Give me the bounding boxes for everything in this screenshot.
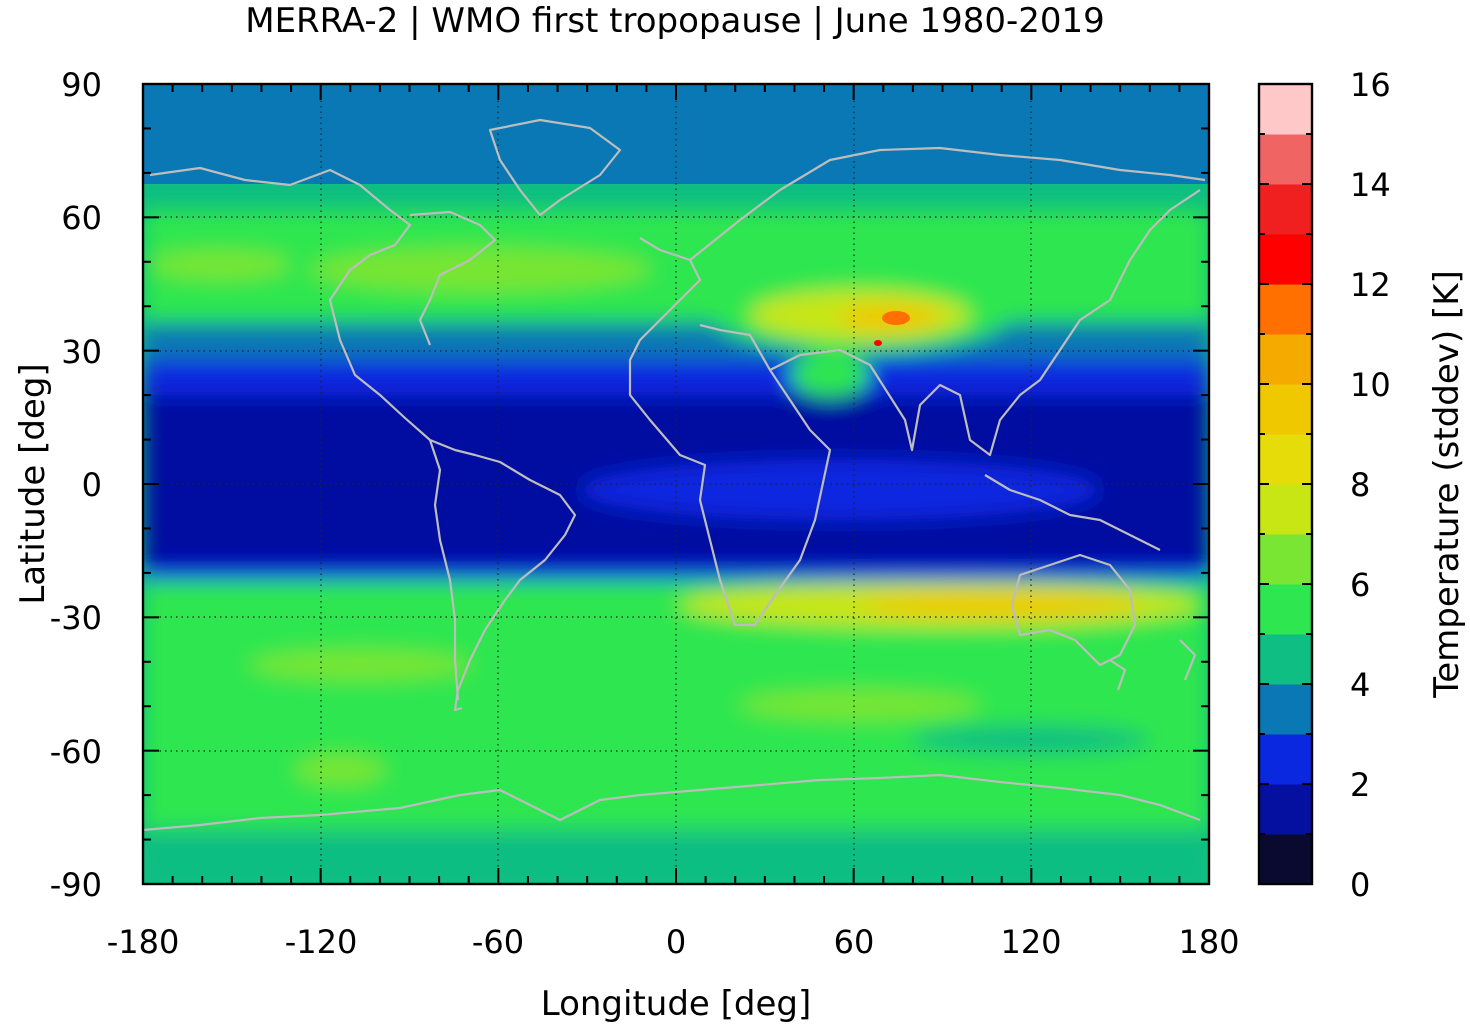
colorbar-segment (1259, 734, 1312, 785)
colorbar-tick-label: 10 (1350, 366, 1391, 404)
y-tick-label: 90 (61, 66, 102, 104)
y-axis-label: Latitude [deg] (13, 363, 53, 604)
colorbar-tick-label: 12 (1350, 266, 1391, 304)
colorbar (1259, 83, 1312, 885)
colorbar-segment (1259, 534, 1312, 585)
colorbar-tick-label: 8 (1350, 466, 1370, 504)
x-tick-label: -180 (107, 923, 180, 961)
colorbar-segment (1259, 634, 1312, 685)
chart-title: MERRA-2 | WMO first tropopause | June 19… (245, 1, 1105, 41)
y-tick-label: 30 (61, 333, 102, 371)
y-tick-label: 60 (61, 199, 102, 237)
colorbar-segment (1259, 434, 1312, 485)
colorbar-tick-labels: 16 14 12 10 8 6 4 2 0 (1350, 66, 1391, 904)
colorbar-segment (1259, 184, 1312, 235)
colorbar-segment (1259, 384, 1312, 435)
y-tick-label: 0 (82, 466, 102, 504)
colorbar-tick-label: 14 (1350, 166, 1391, 204)
colorbar-segment (1259, 334, 1312, 385)
colorbar-tick-label: 4 (1350, 666, 1370, 704)
colorbar-frame (1257, 82, 1314, 886)
tick-marks (142, 83, 1210, 885)
colorbar-segment (1259, 784, 1312, 835)
x-tick-label: 120 (1000, 923, 1061, 961)
colorbar-segment (1259, 584, 1312, 635)
x-axis-label: Longitude [deg] (541, 984, 812, 1024)
colorbar-segment (1259, 234, 1312, 285)
colorbar-tick-label: 2 (1350, 766, 1370, 804)
colorbar-tick-label: 6 (1350, 566, 1370, 604)
x-tick-label: 180 (1178, 923, 1239, 961)
y-tick-label: -90 (50, 866, 102, 904)
colorbar-segment (1259, 834, 1312, 885)
y-tick-labels: 90 60 30 0 -30 -60 -90 (50, 66, 102, 904)
colorbar-segment (1259, 284, 1312, 335)
x-tick-label: -120 (285, 923, 358, 961)
x-tick-label: 60 (834, 923, 875, 961)
colorbar-tick-label: 16 (1350, 66, 1391, 104)
colorbar-segment (1259, 84, 1312, 135)
x-tick-label: 0 (666, 923, 686, 961)
colorbar-label: Temperature (stddev) [K] (1427, 270, 1467, 699)
colorbar-tick-label: 0 (1350, 866, 1370, 904)
colorbar-segment (1259, 134, 1312, 185)
colorbar-segment (1259, 684, 1312, 735)
x-tick-labels: -180 -120 -60 0 60 120 180 (107, 923, 1240, 961)
grid-lines (143, 84, 1209, 884)
x-tick-label: -60 (472, 923, 524, 961)
coastlines (143, 118, 1206, 832)
colorbar-segment (1259, 484, 1312, 535)
y-tick-label: -60 (50, 733, 102, 771)
y-tick-label: -30 (50, 599, 102, 637)
